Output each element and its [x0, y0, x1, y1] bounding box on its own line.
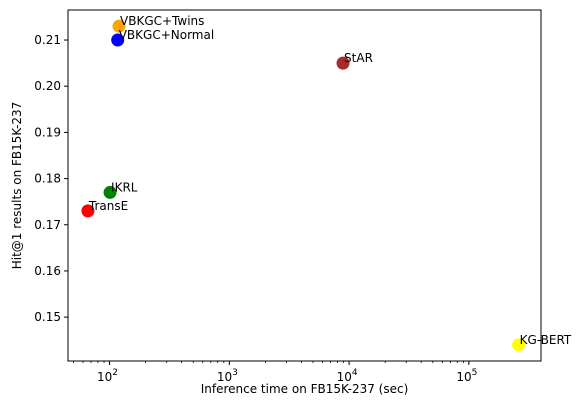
x-axis-ticks: 102 103 104 105 — [73, 361, 477, 384]
data-point-label: IKRL — [111, 180, 138, 194]
y-tick-label: 0.21 — [34, 33, 61, 47]
data-point-label: TransE — [88, 199, 128, 213]
y-tick-label: 0.17 — [34, 218, 61, 232]
data-point — [111, 33, 125, 47]
data-point — [512, 338, 526, 352]
data-point-label: VBKGC+Normal — [119, 28, 214, 42]
data-point-label: StAR — [344, 51, 373, 65]
y-tick-label: 0.18 — [34, 172, 61, 186]
y-tick-label: 0.20 — [34, 79, 61, 93]
y-tick-label: 0.16 — [34, 264, 61, 278]
data-point — [112, 19, 126, 33]
x-axis-label: Inference time on FB15K-237 (sec) — [201, 382, 409, 396]
x-tick-label: 105 — [456, 368, 477, 384]
x-tick-label: 104 — [337, 368, 358, 384]
x-tick-label: 103 — [217, 368, 238, 384]
x-tick-label: 102 — [97, 368, 118, 384]
data-point — [103, 185, 117, 199]
data-point — [336, 56, 350, 70]
plot-frame — [67, 9, 542, 362]
y-axis-ticks: 0.15 0.16 0.17 0.18 0.19 0.20 0.21 — [34, 33, 68, 324]
data-point-label: KG-BERT — [520, 333, 572, 347]
y-tick-label: 0.19 — [34, 125, 61, 139]
y-tick-label: 0.15 — [34, 310, 61, 324]
data-point — [81, 204, 95, 218]
data-point-label: VBKGC+Twins — [120, 14, 204, 28]
y-axis-label: Hit@1 results on FB15K-237 — [10, 102, 24, 270]
